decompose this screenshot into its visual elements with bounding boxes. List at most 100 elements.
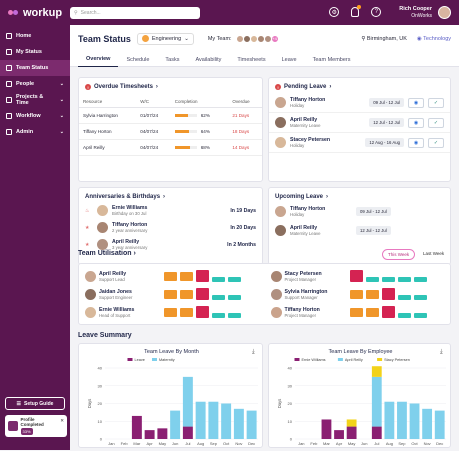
bar-ernie-williams[interactable] bbox=[371, 426, 382, 439]
utilisation-day-teal[interactable] bbox=[413, 295, 427, 300]
utilisation-day-teal[interactable] bbox=[397, 313, 411, 318]
utilisation-day-teal[interactable] bbox=[397, 277, 411, 282]
gear-icon[interactable]: ⚙ bbox=[329, 7, 340, 18]
tab-overview[interactable]: Overview bbox=[78, 56, 119, 67]
bar-april-reilly[interactable] bbox=[397, 401, 407, 439]
table-row[interactable]: Sylvia Harrington 01/07/24 62% 21 Days bbox=[79, 107, 262, 124]
utilisation-day-red[interactable] bbox=[196, 306, 209, 318]
utilisation-day-orange[interactable] bbox=[164, 271, 177, 281]
brand-logo[interactable]: workup bbox=[8, 7, 70, 19]
list-item[interactable]: ★ April Reilly 3 year anniversary In 2 Mont… bbox=[79, 236, 262, 253]
download-icon[interactable]: ⤓ bbox=[440, 348, 443, 355]
utilisation-day-orange[interactable] bbox=[180, 271, 193, 281]
tab-availability[interactable]: Availability bbox=[195, 57, 222, 63]
utilisation-day-teal[interactable] bbox=[228, 313, 241, 318]
column-header[interactable]: Resource bbox=[79, 96, 137, 108]
user-menu[interactable]: Rich Cooper OnWorks bbox=[399, 6, 432, 20]
bar-ernie-williams[interactable] bbox=[346, 426, 357, 439]
utilisation-day-orange[interactable] bbox=[349, 307, 363, 317]
search-input[interactable]: ⚲ Search... bbox=[70, 6, 200, 19]
utilisation-day-red[interactable] bbox=[196, 270, 209, 282]
approve-icon[interactable]: ✓ bbox=[428, 137, 444, 148]
utilisation-day-teal[interactable] bbox=[228, 295, 241, 300]
utilisation-day-red[interactable] bbox=[349, 270, 363, 282]
bar-april-reilly[interactable] bbox=[384, 401, 395, 439]
utilisation-day-orange[interactable] bbox=[164, 289, 177, 299]
utilisation-day-red[interactable] bbox=[381, 306, 395, 318]
utilisation-day-orange[interactable] bbox=[180, 307, 193, 317]
bar-maternity[interactable] bbox=[182, 376, 193, 427]
list-item[interactable]: Tiffany Horton Holiday 09 Jul - 12 Jul bbox=[269, 202, 450, 221]
list-item[interactable]: April Reilly Maternity Leave 12 Jul - 12 J… bbox=[269, 113, 450, 133]
bar-april-reilly[interactable] bbox=[434, 410, 445, 439]
bar-leave[interactable] bbox=[144, 430, 155, 439]
utilisation-row[interactable]: Sylvia Harrington Support Manager bbox=[265, 285, 451, 303]
bar-leave[interactable] bbox=[157, 428, 168, 439]
chevron-right-icon[interactable]: › bbox=[329, 84, 332, 90]
tab-leave[interactable]: Leave bbox=[281, 57, 297, 63]
utilisation-day-teal[interactable] bbox=[397, 295, 411, 300]
approve-icon[interactable]: ✓ bbox=[428, 97, 444, 108]
chevron-right-icon[interactable]: › bbox=[133, 250, 136, 257]
approve-icon[interactable]: ✓ bbox=[428, 117, 444, 128]
tab-schedule[interactable]: Schedule bbox=[126, 57, 150, 63]
help-icon[interactable]: ? bbox=[371, 7, 382, 18]
close-icon[interactable]: ✕ bbox=[60, 418, 64, 423]
utilisation-day-orange[interactable] bbox=[349, 289, 363, 299]
utilisation-day-orange[interactable] bbox=[164, 307, 177, 317]
bar-april-reilly[interactable] bbox=[371, 376, 382, 427]
utilisation-day-teal[interactable] bbox=[413, 277, 427, 282]
utilisation-row[interactable]: Stacy Petersen Project Manager bbox=[265, 267, 451, 285]
bar-maternity[interactable] bbox=[246, 410, 257, 439]
list-item[interactable]: Stacey Petersen Holiday 12 Aug - 16 Aug ◉ ✓ bbox=[269, 133, 450, 153]
bell-icon[interactable] bbox=[351, 5, 362, 18]
chevron-right-icon[interactable]: › bbox=[163, 194, 166, 200]
utilisation-day-orange[interactable] bbox=[365, 307, 379, 317]
bar-stacy-petersen[interactable] bbox=[346, 419, 357, 427]
bar-maternity[interactable] bbox=[233, 408, 244, 439]
utilisation-row[interactable]: Tiffany Horton Project Manager bbox=[265, 303, 451, 321]
utilisation-day-red[interactable] bbox=[196, 288, 209, 300]
utilisation-row[interactable]: Ernie Williams Head of Support bbox=[79, 303, 265, 321]
utilisation-day-orange[interactable] bbox=[365, 289, 379, 299]
list-item[interactable]: ★ Tiffany Horton 2 year anniversary In 20 D… bbox=[79, 219, 262, 236]
utilisation-day-teal[interactable] bbox=[212, 313, 225, 318]
sidebar-item-home[interactable]: Home bbox=[0, 28, 70, 44]
sidebar-item-team-status[interactable]: Team Status bbox=[0, 60, 70, 76]
utilisation-day-teal[interactable] bbox=[381, 277, 395, 282]
chevron-right-icon[interactable]: › bbox=[155, 84, 158, 90]
utilisation-day-teal[interactable] bbox=[365, 277, 379, 282]
list-item[interactable]: Tiffany Horton Holiday 09 Jul - 12 Jul ◉ ✓ bbox=[269, 93, 450, 113]
bar-leave[interactable] bbox=[131, 415, 142, 439]
column-header[interactable]: Completion bbox=[170, 96, 229, 108]
bar-april-reilly[interactable] bbox=[409, 403, 420, 440]
bar-april-reilly[interactable] bbox=[422, 408, 433, 439]
bar-ernie-williams[interactable] bbox=[321, 419, 332, 439]
view-icon[interactable]: ◉ bbox=[408, 117, 424, 128]
bar-maternity[interactable] bbox=[195, 401, 206, 439]
tab-team-members[interactable]: Team Members bbox=[312, 57, 351, 63]
list-item[interactable]: ♨ Ernie Williams Birthday on 30 Jul In 19 D… bbox=[79, 202, 262, 219]
view-icon[interactable]: ◉ bbox=[408, 137, 424, 148]
sidebar-item-admin[interactable]: Admin ⌄ bbox=[0, 124, 70, 140]
column-header[interactable]: Overdue bbox=[228, 96, 262, 108]
group-link[interactable]: ◉ Technology bbox=[417, 36, 451, 42]
bar-leave[interactable] bbox=[182, 426, 193, 439]
department-select[interactable]: Engineering ⌄ bbox=[136, 32, 194, 45]
bar-stacy-petersen[interactable] bbox=[371, 366, 382, 377]
tab-tasks[interactable]: Tasks bbox=[165, 57, 180, 63]
column-header[interactable]: W/C bbox=[136, 96, 171, 108]
bar-maternity[interactable] bbox=[221, 403, 232, 440]
last-week-button[interactable]: Last Week bbox=[423, 251, 445, 256]
sidebar-item-people[interactable]: People ⌄ bbox=[0, 76, 70, 92]
setup-guide-button[interactable]: ☰ Setup Guide bbox=[5, 397, 65, 410]
sidebar-item-my-status[interactable]: My Status bbox=[0, 44, 70, 60]
table-row[interactable]: April Reilly 04/07/24 68% 14 Days bbox=[79, 139, 262, 156]
bar-maternity[interactable] bbox=[208, 401, 219, 439]
bar-maternity[interactable] bbox=[170, 410, 181, 439]
utilisation-day-teal[interactable] bbox=[212, 295, 225, 300]
utilisation-day-teal[interactable] bbox=[413, 313, 427, 318]
utilisation-row[interactable]: April Reilly Support Lead bbox=[79, 267, 265, 285]
chevron-right-icon[interactable]: › bbox=[326, 194, 329, 200]
utilisation-row[interactable]: Jaidan Jones Support Engineer bbox=[79, 285, 265, 303]
